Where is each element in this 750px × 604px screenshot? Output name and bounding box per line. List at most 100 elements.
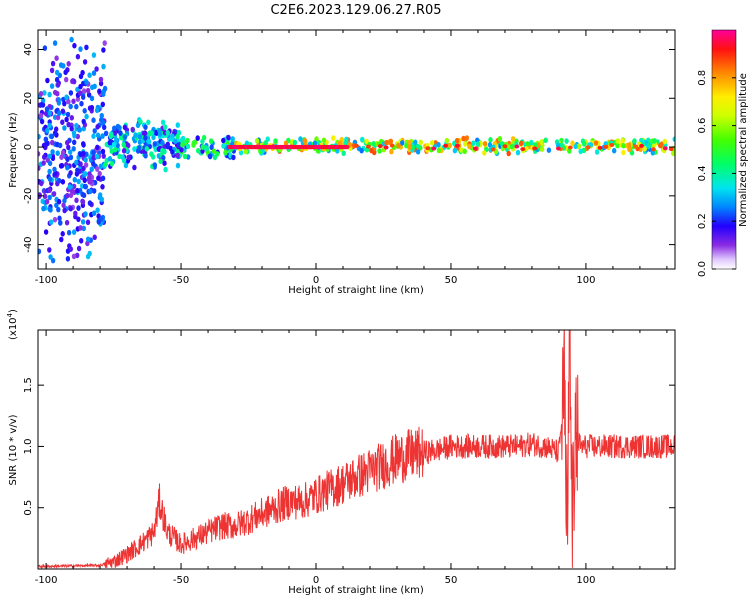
heatmap-cell	[302, 138, 307, 144]
heatmap-cell	[497, 136, 503, 142]
heatmap-cell	[482, 150, 487, 156]
x-tick-label: 0	[313, 575, 319, 586]
heatmap-cell	[175, 162, 181, 169]
heatmap-cell	[467, 143, 472, 150]
heatmap-cell	[107, 156, 113, 162]
heatmap-cell	[92, 234, 97, 241]
heatmap-cell	[152, 141, 157, 147]
y-multiplier-exp: 4	[6, 312, 14, 317]
heatmap-cell	[650, 150, 655, 156]
heatmap-cell	[75, 167, 80, 174]
heatmap-cell	[620, 138, 625, 144]
heatmap-cell	[165, 143, 170, 150]
heatmap-cell	[86, 92, 92, 98]
heatmap-cell	[632, 138, 637, 144]
heatmap-cell	[52, 216, 58, 223]
heatmap-cell	[39, 101, 45, 108]
heatmap-cell	[75, 187, 80, 194]
heatmap-cell	[38, 165, 41, 171]
heatmap-cell	[60, 149, 66, 156]
heatmap-cell	[70, 78, 75, 85]
heatmap-cell	[60, 231, 65, 237]
heatmap-cell	[49, 219, 54, 225]
heatmap-cell	[143, 124, 148, 130]
heatmap-cell	[254, 138, 260, 144]
heatmap-cell	[66, 121, 71, 128]
heatmap-cell	[132, 146, 137, 152]
y-tick-label: 1.0	[23, 438, 34, 454]
heatmap-cell	[452, 147, 458, 154]
x-tick-label: 50	[445, 275, 458, 286]
heatmap-cell	[69, 125, 74, 132]
heatmap-cell	[162, 160, 167, 166]
heatmap-cell	[94, 66, 99, 72]
heatmap-cell	[341, 150, 346, 157]
heatmap-cell	[464, 135, 470, 141]
heatmap-cell	[99, 112, 105, 119]
heatmap-peak-cell	[455, 143, 460, 148]
heatmap-cell	[360, 136, 365, 143]
heatmap-cell	[71, 98, 76, 105]
heatmap-peak-cell	[514, 144, 520, 149]
heatmap-cell	[672, 136, 675, 142]
heatmap-cell	[519, 140, 524, 147]
heatmap-cell	[144, 146, 150, 152]
heatmap-cell	[71, 130, 77, 136]
heatmap-peak-cell	[377, 144, 383, 149]
y-tick-label: 40	[23, 43, 34, 56]
heatmap-cell	[539, 139, 544, 145]
heatmap-cell	[78, 46, 83, 52]
heatmap-cell	[55, 69, 60, 76]
heatmap-cell	[123, 162, 129, 169]
heatmap-peak-cell	[639, 143, 644, 148]
heatmap-cell	[85, 219, 91, 226]
heatmap-cell	[57, 110, 62, 116]
heatmap-cell	[593, 140, 599, 146]
heatmap-cell	[331, 135, 336, 141]
heatmap-cell	[68, 149, 73, 155]
heatmap-cell	[615, 138, 620, 144]
heatmap-cell	[65, 111, 71, 118]
heatmap-cell	[533, 142, 538, 148]
heatmap-cell	[83, 183, 89, 190]
heatmap-cell	[41, 205, 46, 212]
heatmap-cell	[62, 207, 67, 214]
heatmap-cell	[152, 162, 157, 168]
heatmap-cell	[55, 90, 60, 97]
heatmap-cell	[662, 138, 667, 145]
top-x-axis-label: Height of straight line (km)	[288, 285, 424, 296]
heatmap-cell	[54, 126, 59, 132]
heatmap-cell	[78, 151, 83, 158]
heatmap-cell	[510, 143, 515, 150]
heatmap-cell	[400, 140, 405, 146]
heatmap-cell	[83, 211, 88, 217]
heatmap-cell	[615, 142, 620, 149]
heatmap-cell	[43, 229, 49, 235]
heatmap-cell	[95, 144, 100, 151]
heatmap-peak-cell	[425, 146, 431, 151]
heatmap-cell	[95, 207, 100, 213]
heatmap-peak-cell	[633, 144, 638, 149]
heatmap-cell	[475, 141, 481, 147]
heatmap-cell	[130, 126, 135, 133]
heatmap-cell	[78, 225, 83, 231]
heatmap-cell	[64, 116, 69, 123]
snr-frame	[37, 329, 676, 570]
heatmap-cell	[75, 133, 81, 140]
heatmap-cell	[76, 205, 81, 211]
x-tick-label: -100	[35, 575, 58, 586]
heatmap-cell	[49, 133, 55, 140]
heatmap-cell	[582, 141, 587, 147]
heatmap-cell	[69, 115, 75, 121]
heatmap-cell	[404, 142, 409, 149]
heatmap-cell	[153, 129, 159, 136]
heatmap-cell	[627, 146, 632, 153]
heatmap-cell	[56, 198, 62, 205]
heatmap-cell	[38, 133, 41, 140]
heatmap-cell	[196, 147, 201, 154]
heatmap-cell	[95, 166, 100, 172]
heatmap-cell	[76, 178, 81, 185]
heatmap-peak-cell	[344, 144, 350, 150]
heatmap-cell	[85, 87, 91, 94]
heatmap-cell	[151, 134, 156, 141]
